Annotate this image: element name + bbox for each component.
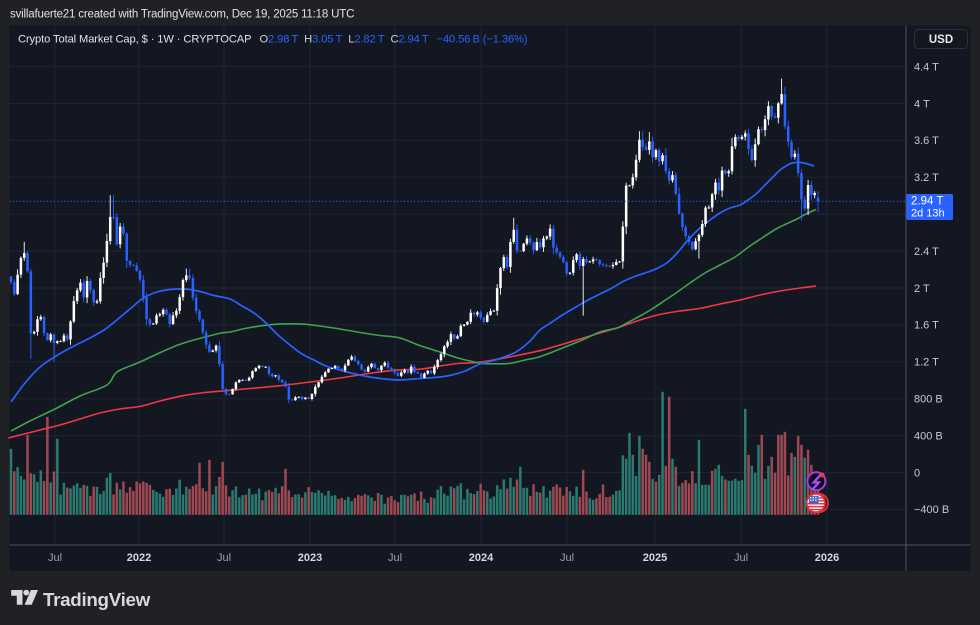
- svg-text:0: 0: [914, 467, 920, 479]
- svg-text:2d 13h: 2d 13h: [911, 207, 945, 219]
- svg-text:2024: 2024: [469, 552, 494, 564]
- svg-text:−400 B: −400 B: [914, 504, 949, 516]
- svg-text:3.6 T: 3.6 T: [914, 135, 939, 147]
- svg-text:1.2 T: 1.2 T: [914, 357, 939, 369]
- svg-text:TradingView: TradingView: [43, 589, 151, 610]
- svg-text:Crypto Total Market Cap, $ · 1: Crypto Total Market Cap, $ · 1W · CRYPTO…: [18, 34, 528, 46]
- svg-text:2025: 2025: [643, 552, 667, 564]
- svg-text:2022: 2022: [127, 552, 151, 564]
- svg-text:400 B: 400 B: [914, 430, 943, 442]
- svg-text:svillafuerte21 created with Tr: svillafuerte21 created with TradingView.…: [10, 9, 354, 21]
- svg-text:2 T: 2 T: [914, 283, 930, 295]
- svg-text:2026: 2026: [815, 552, 839, 564]
- svg-text:Jul: Jul: [217, 552, 231, 564]
- svg-text:USD: USD: [929, 34, 953, 46]
- svg-text:4.4 T: 4.4 T: [914, 61, 939, 73]
- svg-text:Jul: Jul: [560, 552, 574, 564]
- svg-text:800 B: 800 B: [914, 394, 943, 406]
- svg-text:4 T: 4 T: [914, 98, 930, 110]
- svg-text:2.4 T: 2.4 T: [914, 246, 939, 258]
- svg-text:2.94 T: 2.94 T: [911, 196, 943, 208]
- svg-text:1.6 T: 1.6 T: [914, 320, 939, 332]
- svg-text:Jul: Jul: [734, 552, 748, 564]
- svg-text:3.2 T: 3.2 T: [914, 172, 939, 184]
- svg-text:Jul: Jul: [388, 552, 402, 564]
- svg-text:Jul: Jul: [48, 552, 62, 564]
- svg-text:2023: 2023: [298, 552, 322, 564]
